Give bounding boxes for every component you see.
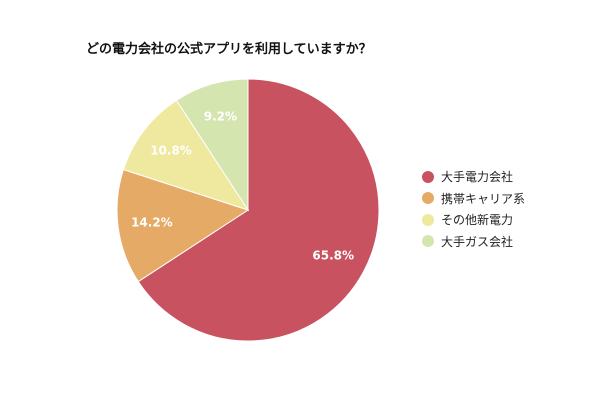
legend-swatch-icon [422, 213, 434, 226]
pie-slice [175, 78, 249, 212]
legend-swatch-icon [422, 235, 434, 248]
legend-item: 大手電力会社 [422, 166, 525, 188]
legend-swatch-icon [422, 192, 434, 205]
legend-label: 大手ガス会社 [441, 234, 514, 249]
legend-item: 大手ガス会社 [422, 231, 525, 253]
chart-title: どの電力会社の公式アプリを利用していますか？ [86, 42, 372, 57]
pie-slice [122, 99, 250, 211]
legend-label: 大手電力会社 [441, 170, 514, 185]
legend-label: その他新電力 [441, 213, 514, 228]
slice-label: 14.2% [131, 215, 173, 229]
legend-item: その他新電力 [422, 209, 525, 231]
legend-label: 携帯キャリア系 [441, 191, 526, 206]
pie-slice [137, 78, 380, 342]
pie-slice [116, 168, 250, 283]
slice-label: 65.8% [312, 249, 354, 263]
chart-legend: 大手電力会社 携帯キャリア系 その他新電力 大手ガス会社 [422, 166, 525, 252]
slice-label: 9.2% [204, 110, 237, 124]
legend-swatch-icon [422, 170, 434, 183]
legend-item: 携帯キャリア系 [422, 188, 525, 210]
slice-label: 10.8% [150, 144, 192, 158]
